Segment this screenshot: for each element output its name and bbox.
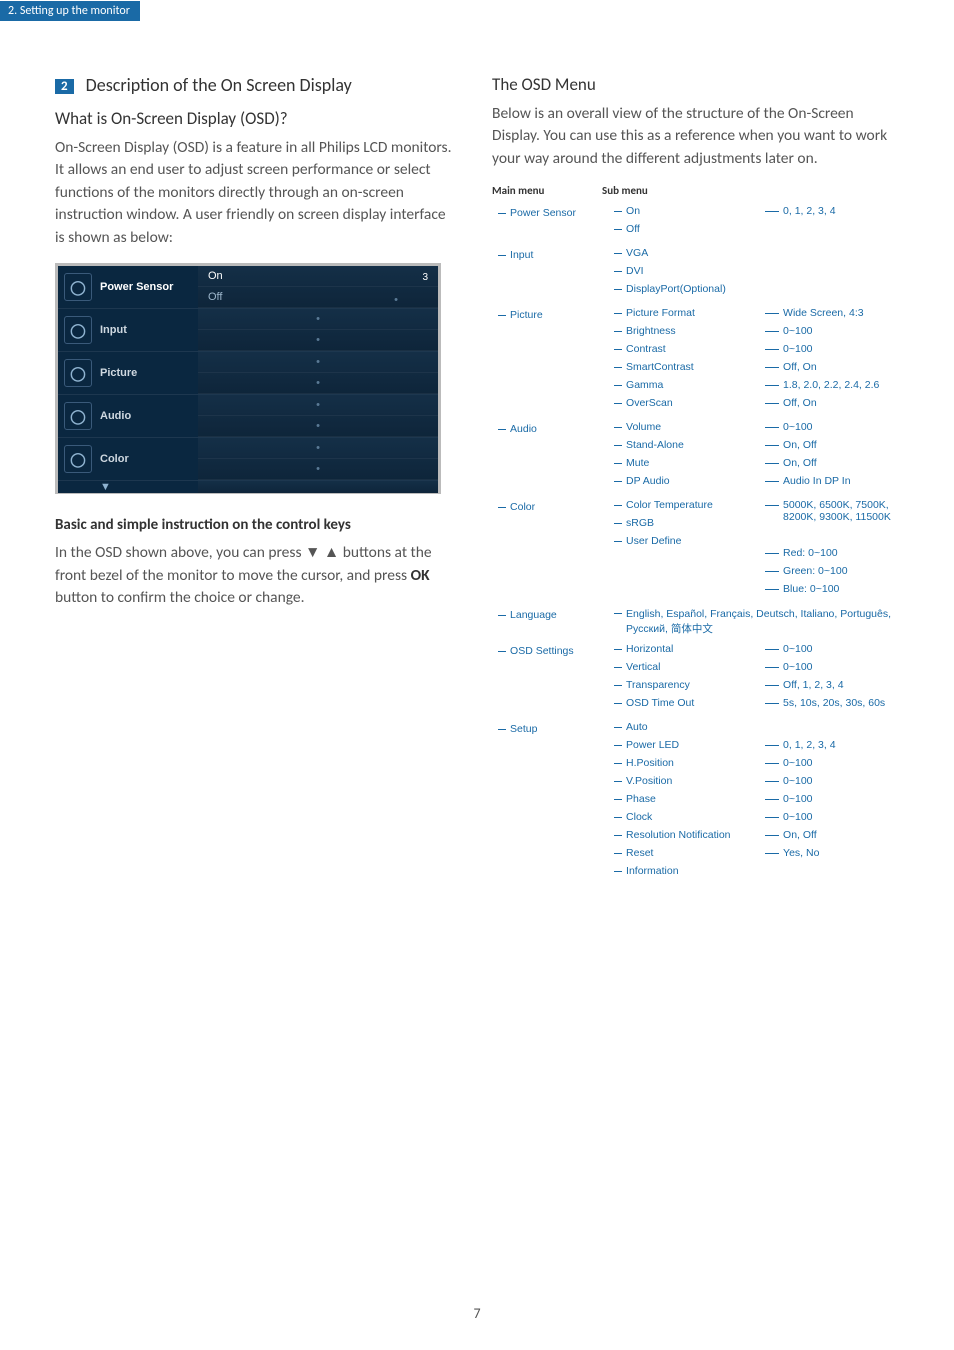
tree-value: 0~100 — [765, 757, 899, 769]
tree-sub-item: Volume — [610, 421, 765, 433]
section-title: Description of the On Screen Display — [86, 74, 352, 96]
tree-sub-item: Color Temperature — [610, 499, 765, 511]
tree-value: 0~100 — [765, 661, 899, 673]
tree-value: Blue: 0~100 — [765, 583, 899, 595]
osd-preview-panel: ◯Power SensorOn3Off•◯Input••◯Picture••◯A… — [55, 263, 441, 494]
tree-lang: English, Español, Français, Deutsch, Ita… — [610, 607, 899, 636]
tree-sub-item: Auto — [610, 721, 765, 733]
tree-sub-item: DVI — [610, 265, 765, 277]
tree-sub-item: Stand-Alone — [610, 439, 765, 451]
tree-value: 0~100 — [765, 421, 899, 433]
tree-main-item: Setup — [492, 721, 610, 735]
tree-value: 1.8, 2.0, 2.2, 2.4, 2.6 — [765, 379, 899, 391]
section-number: 2 — [55, 79, 74, 94]
tree-main-item: Input — [492, 247, 610, 261]
tree-sub-item: Transparency — [610, 679, 765, 691]
sub-heading: What is On-Screen Display (OSD)? — [55, 108, 452, 129]
tree-main-item: Power Sensor — [492, 205, 610, 219]
tree-sub-item: Gamma — [610, 379, 765, 391]
tree-value: Green: 0~100 — [765, 565, 899, 577]
tree-sub-item: Phase — [610, 793, 765, 805]
tree-value: 0~100 — [765, 775, 899, 787]
tree-value: Off, On — [765, 397, 899, 409]
tree-main-item: OSD Settings — [492, 643, 610, 657]
tree-value: On, Off — [765, 829, 899, 841]
tree-sub-item: Brightness — [610, 325, 765, 337]
section-heading: 2 Description of the On Screen Display — [55, 74, 452, 96]
tree-sub-item: Clock — [610, 811, 765, 823]
tree-header: Main menu Sub menu — [492, 184, 899, 197]
tree-sub-item: OverScan — [610, 397, 765, 409]
tree-value: 0, 1, 2, 3, 4 — [765, 739, 899, 751]
sub-heading: Basic and simple instruction on the cont… — [55, 516, 452, 534]
body-paragraph: In the OSD shown above, you can press ▼ … — [55, 542, 452, 609]
tree-sub-item: Reset — [610, 847, 765, 859]
tree-value: Off, 1, 2, 3, 4 — [765, 679, 899, 691]
tree-main-item: Language — [492, 607, 610, 621]
tree-value: 0, 1, 2, 3, 4 — [765, 205, 899, 217]
tree-value: 5s, 10s, 20s, 30s, 60s — [765, 697, 899, 709]
tree-sub-item: DP Audio — [610, 475, 765, 487]
tree-value: 0~100 — [765, 325, 899, 337]
tree-value: Yes, No — [765, 847, 899, 859]
section-tab: 2. Setting up the monitor — [0, 1, 140, 21]
tree-value: On, Off — [765, 439, 899, 451]
body-paragraph: Below is an overall view of the structur… — [492, 103, 899, 170]
tree-header-main: Main menu — [492, 184, 602, 197]
tree-sub-item: VGA — [610, 247, 765, 259]
tree-sub-item: Power LED — [610, 739, 765, 751]
tree-sub-item: Vertical — [610, 661, 765, 673]
tree-sub-item: Horizontal — [610, 643, 765, 655]
tree-header-sub: Sub menu — [602, 184, 752, 197]
tree-sub-item: SmartContrast — [610, 361, 765, 373]
tree-main-item: Color — [492, 499, 610, 513]
tree-sub-item: H.Position — [610, 757, 765, 769]
tree-sub-item: Resolution Notification — [610, 829, 765, 841]
tree-value: 0~100 — [765, 793, 899, 805]
tree-value: 0~100 — [765, 643, 899, 655]
tree-main-item: Audio — [492, 421, 610, 435]
tree-main-item: Picture — [492, 307, 610, 321]
tree-value: Audio In DP In — [765, 475, 899, 487]
tree-value: Wide Screen, 4:3 — [765, 307, 899, 319]
tree-sub-item: V.Position — [610, 775, 765, 787]
body-paragraph: On-Screen Display (OSD) is a feature in … — [55, 137, 452, 249]
tree-sub-item: Contrast — [610, 343, 765, 355]
tree-sub-item: DisplayPort(Optional) — [610, 283, 765, 295]
tree-sub-item: sRGB — [610, 517, 765, 529]
menu-tree: Power SensorOnOff0, 1, 2, 3, 4.InputVGAD… — [492, 205, 899, 882]
tree-sub-item: OSD Time Out — [610, 697, 765, 709]
tree-sub-item: User Define — [610, 535, 765, 547]
tree-value: On, Off — [765, 457, 899, 469]
tree-sub-item: Information — [610, 865, 765, 877]
tree-value: 0~100 — [765, 343, 899, 355]
tree-sub-item: Picture Format — [610, 307, 765, 319]
tree-sub-item: On — [610, 205, 765, 217]
tree-value: Off, On — [765, 361, 899, 373]
tree-value: 5000K, 6500K, 7500K, 8200K, 9300K, 11500… — [765, 499, 899, 523]
tree-value: 0~100 — [765, 811, 899, 823]
tree-sub-item: Off — [610, 223, 765, 235]
right-heading: The OSD Menu — [492, 74, 899, 95]
page-number: 7 — [0, 1305, 954, 1322]
tree-value: Red: 0~100 — [765, 547, 899, 559]
tree-sub-item: Mute — [610, 457, 765, 469]
